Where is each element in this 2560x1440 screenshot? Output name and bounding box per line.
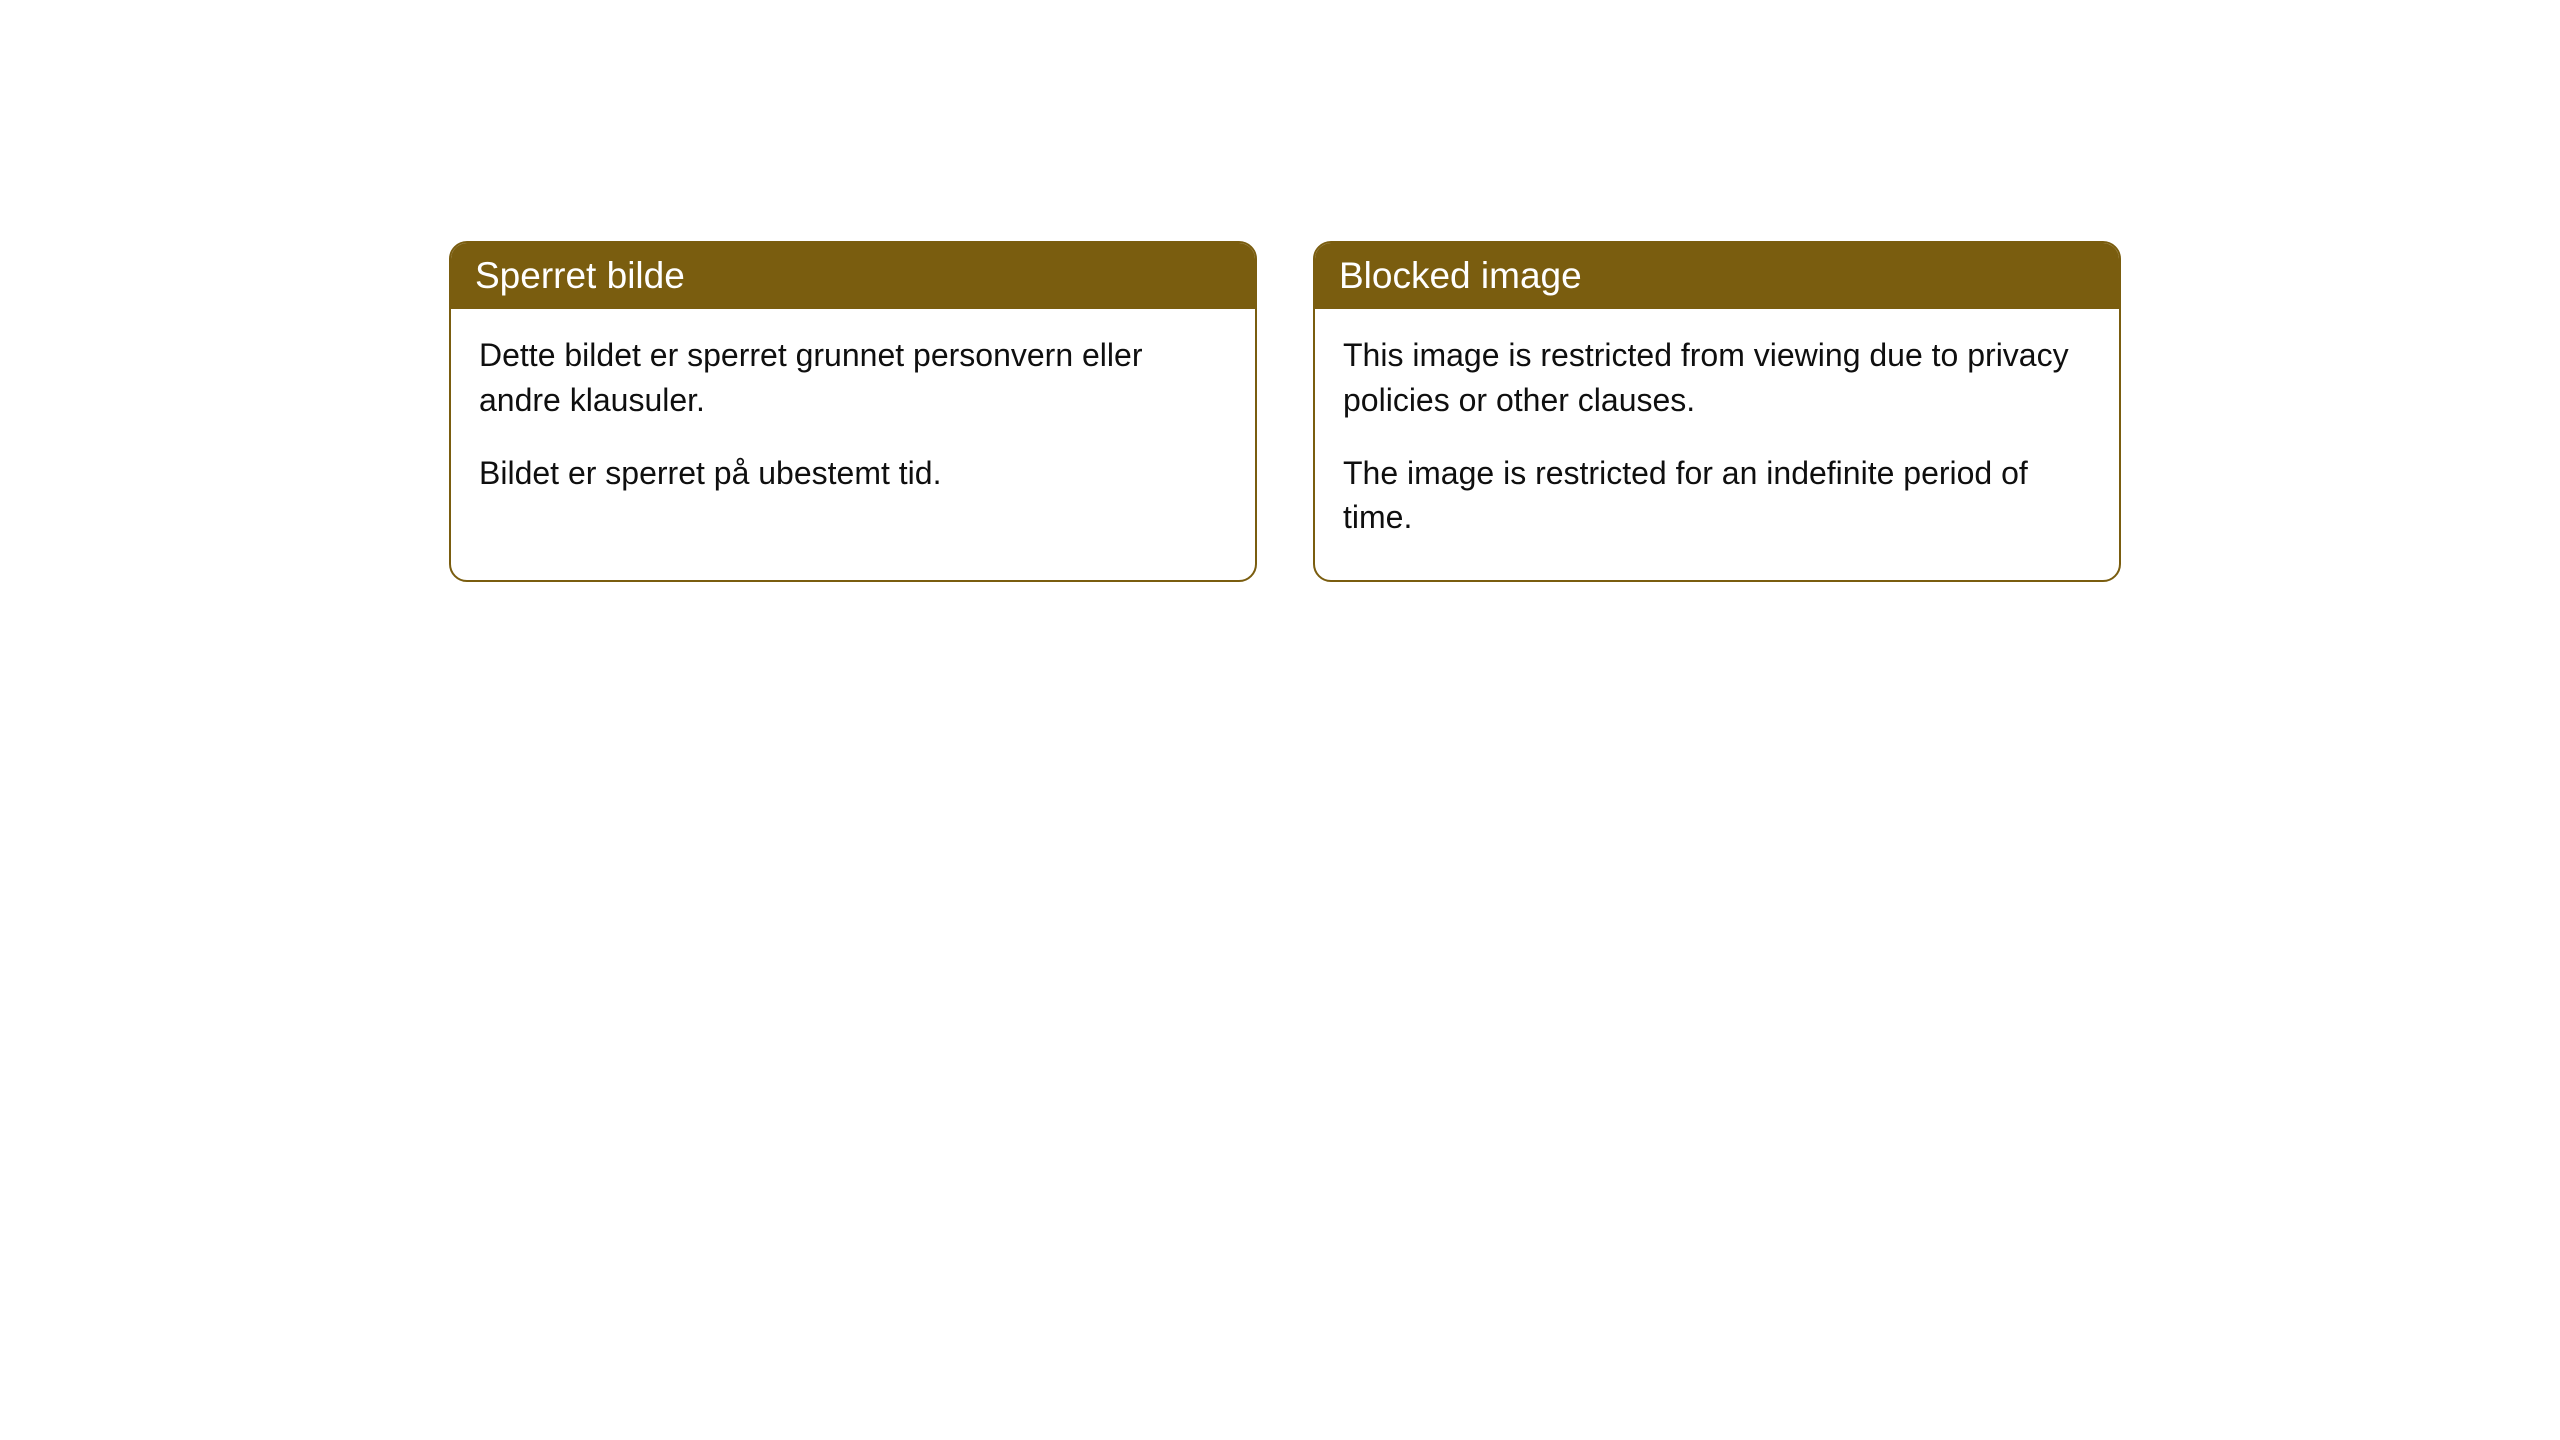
blocked-image-card-no: Sperret bilde Dette bildet er sperret gr… xyxy=(449,241,1257,582)
card-text-no-2: Bildet er sperret på ubestemt tid. xyxy=(479,451,1227,496)
cards-container: Sperret bilde Dette bildet er sperret gr… xyxy=(449,241,2121,582)
card-body-en: This image is restricted from viewing du… xyxy=(1315,309,2119,580)
card-text-en-2: The image is restricted for an indefinit… xyxy=(1343,451,2091,541)
blocked-image-card-en: Blocked image This image is restricted f… xyxy=(1313,241,2121,582)
card-body-no: Dette bildet er sperret grunnet personve… xyxy=(451,309,1255,535)
card-text-no-1: Dette bildet er sperret grunnet personve… xyxy=(479,333,1227,423)
card-header-en: Blocked image xyxy=(1315,243,2119,309)
card-text-en-1: This image is restricted from viewing du… xyxy=(1343,333,2091,423)
card-header-no: Sperret bilde xyxy=(451,243,1255,309)
